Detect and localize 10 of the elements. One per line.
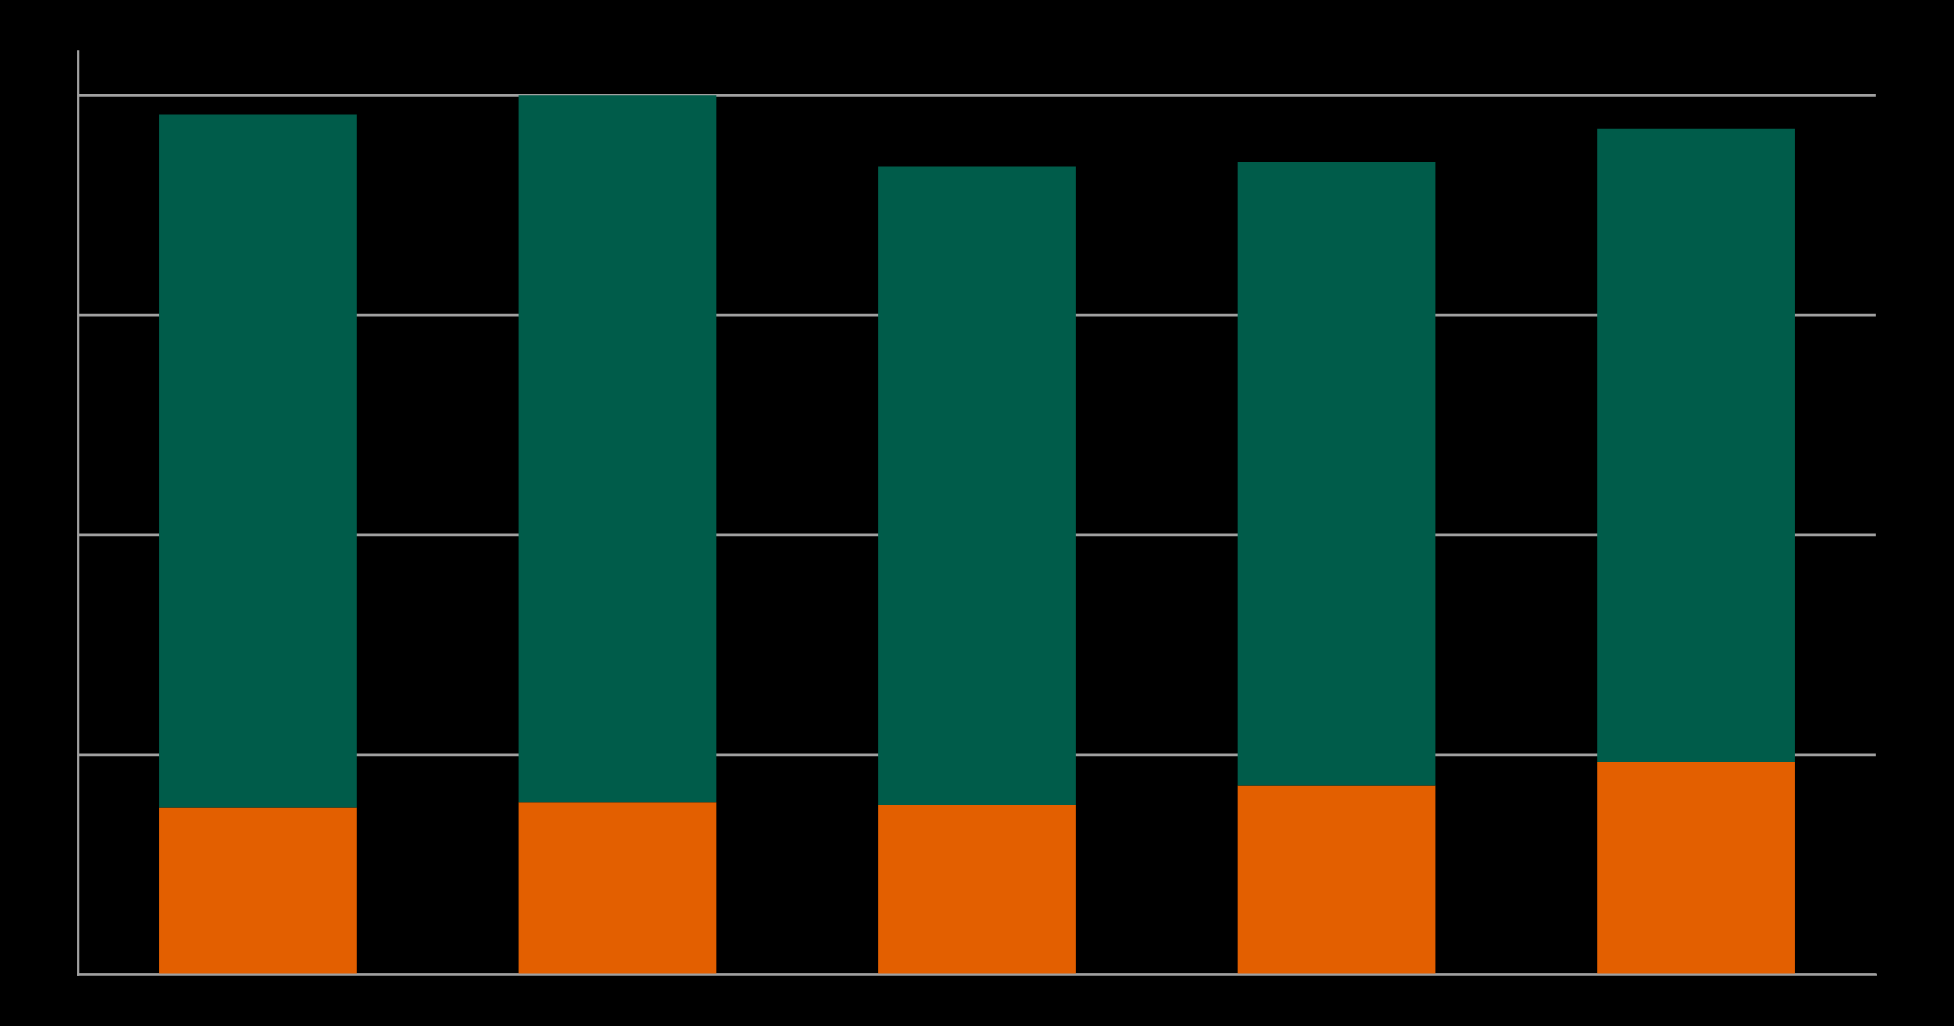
bar (878, 804, 1076, 975)
bar (1237, 785, 1436, 975)
bar (159, 807, 357, 975)
bar (1597, 761, 1795, 975)
bar (878, 166, 1076, 805)
bar (1597, 128, 1795, 762)
bar (518, 802, 717, 975)
bar (1237, 162, 1436, 786)
bar (159, 114, 357, 808)
bar (518, 95, 717, 803)
